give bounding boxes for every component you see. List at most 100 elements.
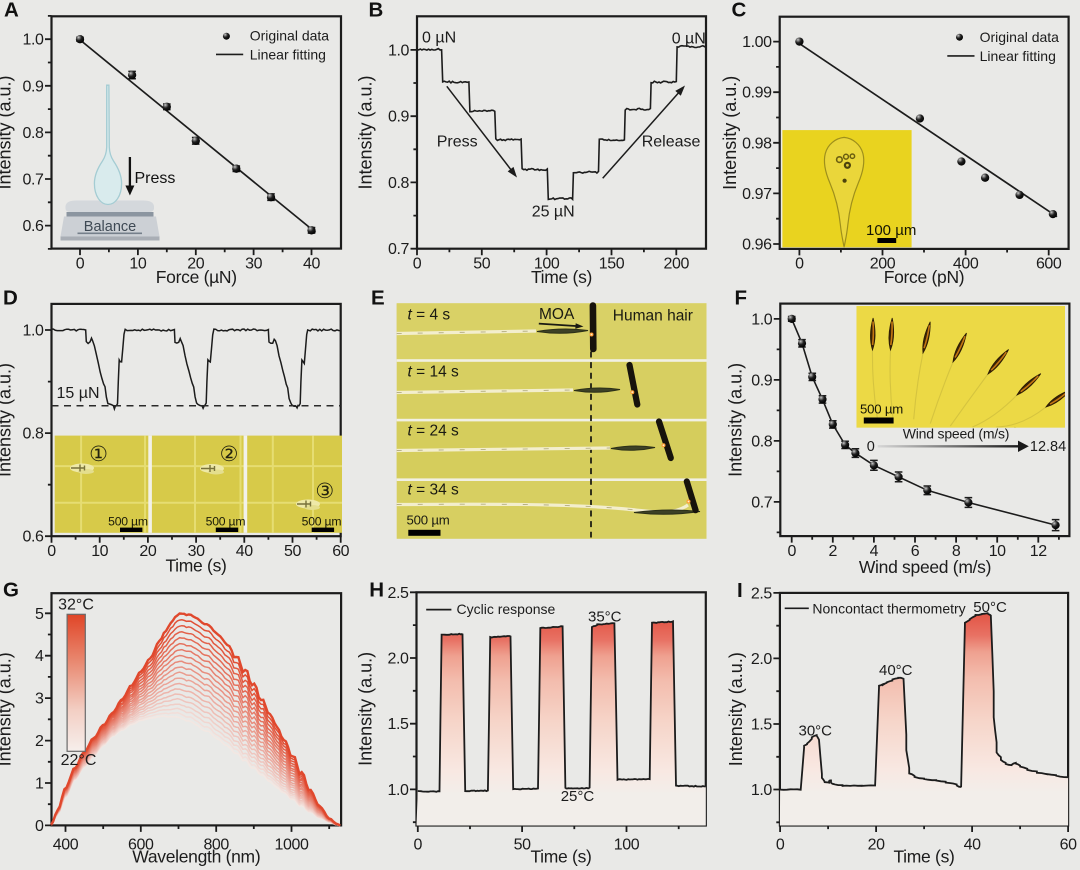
svg-text:22°C: 22°C — [61, 752, 97, 769]
svg-text:8: 8 — [952, 543, 961, 560]
svg-text:2: 2 — [829, 543, 838, 560]
svg-text:2.5: 2.5 — [751, 585, 773, 602]
svg-text:4: 4 — [35, 648, 44, 665]
svg-text:30°C: 30°C — [799, 722, 833, 739]
svg-text:1000: 1000 — [275, 836, 309, 853]
svg-text:400: 400 — [953, 256, 979, 273]
svg-text:10: 10 — [989, 543, 1006, 560]
svg-text:t = 34 s: t = 34 s — [408, 482, 460, 499]
svg-text:40: 40 — [964, 836, 981, 853]
svg-text:A: A — [4, 0, 19, 21]
svg-text:Release: Release — [642, 134, 701, 151]
svg-text:0: 0 — [47, 543, 56, 560]
svg-text:500 µm: 500 µm — [860, 402, 903, 417]
svg-text:25°C: 25°C — [561, 788, 595, 805]
svg-text:Balance: Balance — [84, 219, 136, 235]
svg-text:③: ③ — [315, 480, 334, 503]
svg-text:60: 60 — [332, 543, 349, 560]
svg-text:0: 0 — [776, 836, 785, 853]
svg-text:100 µm: 100 µm — [866, 222, 916, 239]
svg-text:2: 2 — [35, 733, 44, 750]
svg-text:50: 50 — [473, 256, 490, 273]
svg-text:0.7: 0.7 — [388, 241, 410, 258]
svg-text:Intensity (a.u.): Intensity (a.u.) — [0, 652, 15, 766]
svg-text:B: B — [369, 0, 384, 21]
svg-text:0: 0 — [413, 256, 422, 273]
svg-text:1.5: 1.5 — [387, 716, 409, 733]
svg-text:0.96: 0.96 — [742, 237, 772, 254]
svg-text:500 µm: 500 µm — [407, 513, 450, 528]
svg-text:0.7: 0.7 — [22, 172, 44, 189]
svg-text:5: 5 — [35, 606, 44, 623]
svg-text:50: 50 — [514, 836, 531, 853]
svg-text:800: 800 — [203, 836, 229, 853]
svg-text:Intensity (a.u.): Intensity (a.u.) — [720, 76, 740, 190]
svg-text:20: 20 — [139, 543, 156, 560]
svg-text:1.0: 1.0 — [751, 782, 773, 799]
svg-text:0.8: 0.8 — [751, 433, 773, 450]
svg-text:1.5: 1.5 — [751, 717, 773, 734]
svg-text:600: 600 — [1036, 256, 1062, 273]
svg-text:0.6: 0.6 — [22, 529, 44, 546]
svg-text:Intensity (a.u.): Intensity (a.u.) — [726, 363, 746, 477]
svg-text:1.0: 1.0 — [22, 32, 44, 49]
svg-text:0: 0 — [867, 439, 875, 455]
svg-text:t = 24 s: t = 24 s — [408, 423, 460, 440]
svg-text:1.0: 1.0 — [22, 323, 44, 340]
svg-text:G: G — [3, 579, 19, 602]
svg-text:0.7: 0.7 — [751, 494, 773, 511]
svg-text:0.9: 0.9 — [22, 78, 44, 95]
svg-text:0.8: 0.8 — [388, 175, 410, 192]
svg-text:10: 10 — [129, 256, 146, 273]
svg-text:Linear fitting: Linear fitting — [980, 48, 1056, 64]
svg-text:Intensity (a.u.): Intensity (a.u.) — [726, 652, 746, 766]
svg-text:Press: Press — [437, 134, 478, 151]
svg-text:0: 0 — [787, 543, 796, 560]
svg-text:200: 200 — [664, 256, 690, 273]
svg-text:Original data: Original data — [250, 28, 330, 44]
svg-text:2.5: 2.5 — [387, 585, 409, 602]
svg-text:30: 30 — [188, 543, 205, 560]
svg-text:Press: Press — [135, 170, 176, 187]
svg-text:0: 0 — [76, 256, 85, 273]
svg-text:Time (s): Time (s) — [165, 556, 226, 576]
svg-text:1.0: 1.0 — [387, 782, 409, 799]
svg-text:40°C: 40°C — [879, 662, 913, 679]
svg-text:0.97: 0.97 — [742, 186, 772, 203]
svg-text:Intensity (a.u.): Intensity (a.u.) — [0, 363, 15, 477]
svg-text:1.0: 1.0 — [388, 42, 410, 59]
svg-text:0.9: 0.9 — [388, 109, 410, 126]
svg-text:60: 60 — [1060, 836, 1077, 853]
svg-text:1: 1 — [35, 776, 44, 793]
svg-text:Time (s): Time (s) — [531, 267, 592, 287]
svg-text:0.9: 0.9 — [751, 372, 773, 389]
svg-text:32°C: 32°C — [58, 597, 94, 614]
svg-text:3: 3 — [35, 691, 44, 708]
svg-text:10: 10 — [91, 543, 108, 560]
svg-text:Intensity (a.u.): Intensity (a.u.) — [0, 75, 15, 189]
svg-text:500 µm: 500 µm — [108, 515, 148, 529]
svg-text:0.6: 0.6 — [22, 218, 44, 235]
svg-text:①: ① — [89, 443, 108, 466]
svg-text:0.8: 0.8 — [22, 426, 44, 443]
svg-text:20: 20 — [187, 256, 204, 273]
svg-text:400: 400 — [53, 836, 79, 853]
svg-text:50°C: 50°C — [973, 599, 1007, 616]
svg-text:Intensity (a.u.): Intensity (a.u.) — [356, 75, 376, 189]
svg-text:Wavelength (nm): Wavelength (nm) — [132, 847, 260, 867]
svg-text:MOA: MOA — [539, 306, 575, 323]
svg-text:0.99: 0.99 — [742, 85, 772, 102]
svg-text:600: 600 — [128, 836, 154, 853]
svg-text:40: 40 — [236, 543, 253, 560]
svg-text:20: 20 — [868, 836, 885, 853]
svg-text:②: ② — [220, 443, 239, 466]
svg-text:12: 12 — [1030, 543, 1047, 560]
svg-text:Noncontact thermometry: Noncontact thermometry — [812, 600, 965, 616]
svg-text:H: H — [369, 579, 384, 602]
svg-text:30: 30 — [245, 256, 262, 273]
svg-text:2.0: 2.0 — [387, 651, 409, 668]
svg-text:0 µN: 0 µN — [672, 30, 706, 47]
svg-text:100: 100 — [534, 256, 560, 273]
svg-text:Intensity (a.u.): Intensity (a.u.) — [356, 652, 376, 766]
svg-text:25 µN: 25 µN — [532, 204, 575, 221]
